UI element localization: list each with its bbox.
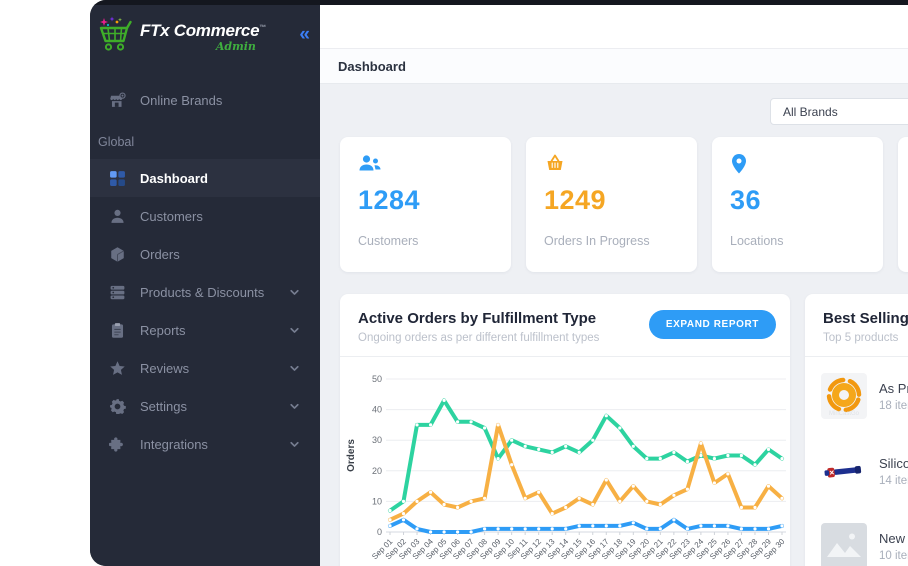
orange-swirl-logo: MinCastGo bbox=[821, 373, 867, 419]
chevron-down-icon bbox=[289, 363, 300, 374]
sidebar-item-label: Settings bbox=[140, 398, 187, 414]
stat-card-orders-in-progress: 1249 Orders In Progress bbox=[526, 137, 697, 272]
logo: FTx Commerce™ Admin « bbox=[90, 5, 320, 73]
store-icon bbox=[108, 91, 126, 109]
gear-icon bbox=[108, 397, 126, 415]
stat-card-customers: 1284 Customers bbox=[340, 137, 511, 272]
svg-text:MinCastGo: MinCastGo bbox=[829, 411, 860, 417]
stat-label: Customers bbox=[358, 234, 419, 248]
chart-card: Active Orders by Fulfillment Type Ongoin… bbox=[340, 294, 790, 566]
blue-tool-product bbox=[821, 448, 867, 494]
best-selling-item[interactable]: Silicon 14 item bbox=[821, 448, 908, 494]
page-title: Dashboard bbox=[320, 49, 908, 84]
product-name: New te bbox=[879, 530, 908, 546]
sidebar-item-label: Online Brands bbox=[140, 92, 223, 108]
svg-text:20: 20 bbox=[372, 466, 382, 476]
puzzle-icon bbox=[108, 435, 126, 453]
app-window: FTx Commerce™ Admin « Online Brands Globa… bbox=[90, 0, 908, 566]
sidebar-item-customers[interactable]: Customers bbox=[90, 197, 320, 235]
best-selling-title: Best Selling Pr bbox=[823, 310, 908, 327]
best-selling-item[interactable]: MinCastGo As Pro 18 item bbox=[821, 373, 908, 419]
product-quantity: 18 item bbox=[879, 399, 908, 412]
chevron-down-icon bbox=[289, 325, 300, 336]
stat-value: 1284 bbox=[358, 185, 421, 215]
basket-icon bbox=[544, 153, 679, 175]
sidebar-item-integrations[interactable]: Integrations bbox=[90, 425, 320, 463]
location-pin-icon bbox=[730, 153, 865, 175]
main-area: Dashboard All Brands 1284 Customers 1249 Or… bbox=[320, 5, 908, 566]
toolbar: All Brands bbox=[340, 98, 908, 125]
sidebar: FTx Commerce™ Admin « Online Brands Globa… bbox=[90, 5, 320, 566]
svg-text:50: 50 bbox=[372, 374, 382, 384]
stat-card-locations: 36 Locations bbox=[712, 137, 883, 272]
stats-row: 1284 Customers 1249 Orders In Progress 36 Loc… bbox=[340, 137, 908, 272]
sidebar-section-label: Global bbox=[98, 135, 135, 149]
chevron-down-icon bbox=[289, 439, 300, 450]
chart-title: Active Orders by Fulfillment Type bbox=[358, 310, 597, 327]
logo-subtitle: Admin bbox=[215, 40, 256, 53]
sidebar-item-label: Reports bbox=[140, 322, 186, 338]
svg-text:40: 40 bbox=[372, 405, 382, 415]
product-quantity: 10 item bbox=[879, 549, 908, 562]
sidebar-item-label: Integrations bbox=[140, 436, 208, 452]
chart-subtitle: Ongoing orders as per different fulfillm… bbox=[358, 332, 600, 344]
product-quantity: 14 item bbox=[879, 474, 908, 487]
chevron-down-icon bbox=[289, 401, 300, 412]
svg-text:Orders: Orders bbox=[346, 439, 357, 472]
stat-label: Orders In Progress bbox=[544, 234, 650, 248]
sidebar-item-label: Customers bbox=[140, 208, 203, 224]
stat-label: Locations bbox=[730, 234, 784, 248]
content: All Brands 1284 Customers 1249 Orders In Pr… bbox=[320, 84, 908, 566]
sidebar-menu: Online Brands Global Dashboard Customers Ord… bbox=[90, 81, 320, 463]
svg-text:30: 30 bbox=[372, 435, 382, 445]
svg-text:10: 10 bbox=[372, 496, 382, 506]
stat-card-partial bbox=[898, 137, 908, 272]
best-selling-item[interactable]: New te 10 item bbox=[821, 523, 908, 566]
best-selling-card: Best Selling Pr Top 5 products MinCastGo… bbox=[805, 294, 908, 566]
sidebar-collapse-icon[interactable]: « bbox=[299, 24, 309, 45]
sidebar-item-dashboard[interactable]: Dashboard bbox=[90, 159, 320, 197]
sidebar-item-orders[interactable]: Orders bbox=[90, 235, 320, 273]
sidebar-item-label: Reviews bbox=[140, 360, 190, 376]
stat-value: 36 bbox=[730, 185, 762, 215]
trademark: ™ bbox=[259, 24, 266, 32]
product-name: As Pro bbox=[879, 380, 908, 396]
svg-text:0: 0 bbox=[377, 527, 382, 537]
brand-filter-select[interactable]: All Brands bbox=[770, 98, 908, 125]
people-icon bbox=[358, 153, 493, 175]
sidebar-item-reports[interactable]: Reports bbox=[90, 311, 320, 349]
top-navbar bbox=[320, 5, 908, 49]
best-selling-subtitle: Top 5 products bbox=[823, 332, 899, 344]
sidebar-item-label: Products & Discounts bbox=[140, 284, 265, 300]
orders-line-chart: 0 10 20 30 40 50 Orders Sep 01 Sep 02 Sep 03 Sep 0… bbox=[340, 357, 790, 566]
hexagon-icon bbox=[108, 245, 126, 263]
sidebar-item-settings[interactable]: Settings bbox=[90, 387, 320, 425]
logo-title: FTx Commerce™ bbox=[140, 21, 266, 40]
window-top-edge bbox=[90, 0, 908, 5]
sidebar-item-reviews[interactable]: Reviews bbox=[90, 349, 320, 387]
placeholder-image bbox=[821, 523, 867, 566]
sidebar-item-label: Orders bbox=[140, 246, 180, 262]
best-selling-list: MinCastGo As Pro 18 item Silicon 14 item New … bbox=[805, 357, 908, 566]
cart-logo-icon bbox=[96, 15, 136, 60]
stack-icon bbox=[108, 283, 126, 301]
stat-value: 1249 bbox=[544, 185, 607, 215]
person-icon bbox=[108, 207, 126, 225]
chevron-down-icon bbox=[289, 287, 300, 298]
sidebar-item-online-brands[interactable]: Online Brands bbox=[90, 81, 320, 119]
star-icon bbox=[108, 359, 126, 377]
product-name: Silicon bbox=[879, 455, 908, 471]
grid-icon bbox=[108, 169, 126, 187]
sidebar-item-label: Dashboard bbox=[140, 170, 208, 186]
clipboard-icon bbox=[108, 321, 126, 339]
expand-report-button[interactable]: EXPAND REPORT bbox=[648, 310, 776, 339]
sidebar-item-products-and-discounts[interactable]: Products & Discounts bbox=[90, 273, 320, 311]
